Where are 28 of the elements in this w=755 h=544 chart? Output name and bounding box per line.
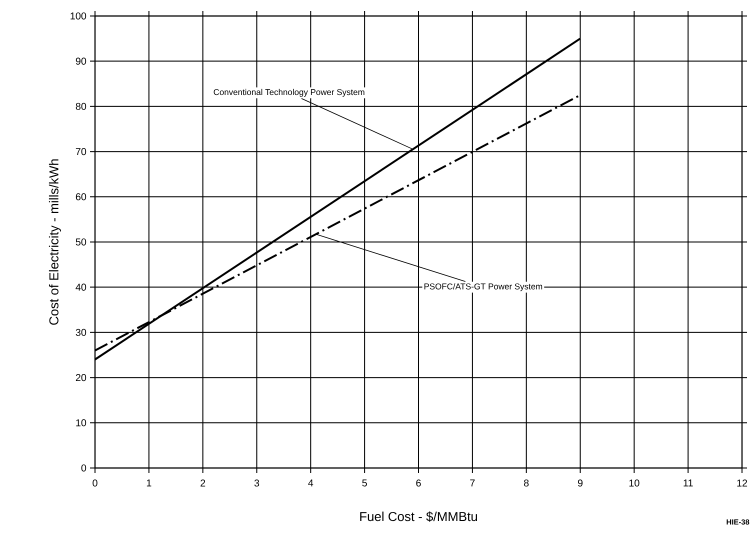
x-tick-label: 2 [200, 480, 206, 486]
x-tick-label: 8 [524, 480, 529, 487]
annotation: PSOFC/ATS-GT Power System [424, 283, 542, 292]
x-tick-label: 12 [737, 480, 748, 486]
x-tick-label: 10 [629, 480, 640, 487]
y-tick-label: 90 [76, 58, 86, 65]
y-tick-label: 60 [76, 193, 86, 200]
x-axis-title: Fuel Cost - $/MMBtu [360, 511, 478, 522]
y-tick-label: 20 [76, 374, 86, 382]
y-tick-label: 70 [76, 148, 86, 156]
y-tick-label: 40 [76, 284, 86, 291]
y-tick-label: 0 [81, 464, 86, 472]
y-tick-label: 30 [76, 328, 86, 336]
y-tick-label: 50 [76, 238, 86, 246]
x-tick-label: 4 [308, 480, 314, 486]
y-tick-label: 10 [76, 419, 86, 426]
x-tick-label: 7 [470, 480, 475, 486]
x-tick-label: 9 [578, 480, 583, 487]
y-axis-title: Cost of Electricity - mills/kWh [48, 159, 62, 325]
x-tick-label: 5 [362, 480, 367, 486]
x-tick-label: 11 [684, 480, 693, 486]
x-tick-label: 1 [146, 480, 152, 486]
x-tick-label: 6 [416, 480, 421, 487]
annotation: Conventional Technology Power System [214, 88, 364, 97]
y-tick-label: 80 [76, 102, 86, 110]
x-tick-label: 0 [92, 480, 98, 487]
x-tick-label: 3 [254, 480, 260, 487]
y-tick-label: 100 [70, 12, 86, 20]
